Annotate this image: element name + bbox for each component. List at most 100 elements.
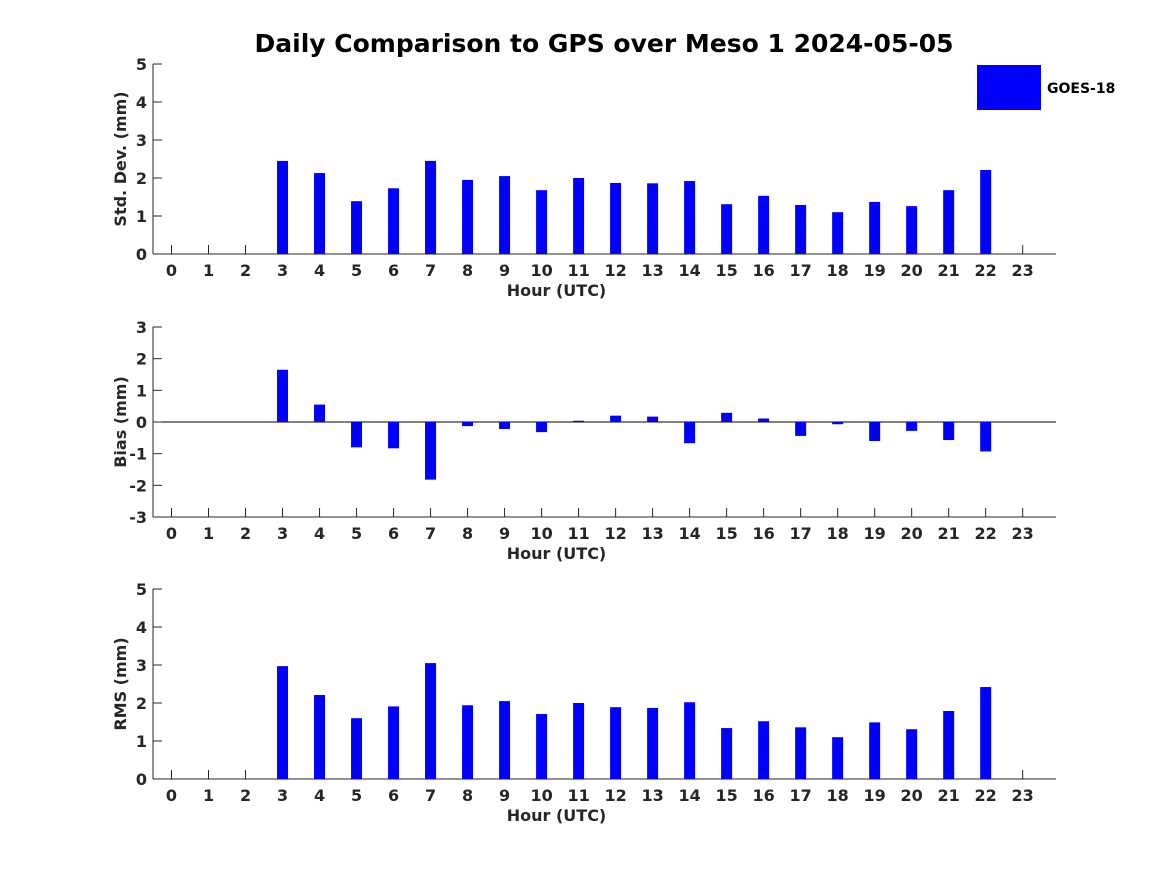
std-x-tick-label: 4 <box>314 261 325 280</box>
bias-bar-hour-19 <box>869 422 881 441</box>
rms-x-tick-label: 9 <box>499 786 510 805</box>
std-y-tick-label: 4 <box>136 93 147 112</box>
bias-x-tick-label: 5 <box>351 524 362 543</box>
bias-x-tick-label: 16 <box>753 524 775 543</box>
bias-x-tick-label: 3 <box>277 524 288 543</box>
bias-bar-hour-14 <box>684 422 696 444</box>
bias-bar-hour-22 <box>980 422 992 452</box>
rms-x-tick-label: 6 <box>388 786 399 805</box>
std-bar-hour-22 <box>980 170 992 254</box>
bias-x-tick-label: 18 <box>827 524 849 543</box>
rms-y-tick-label: 0 <box>136 770 147 789</box>
std-x-tick-label: 18 <box>827 261 849 280</box>
rms-bar-hour-6 <box>388 706 400 779</box>
std-bar-hour-13 <box>647 183 659 254</box>
rms-bar-hour-4 <box>314 695 326 779</box>
bias-x-tick-label: 7 <box>425 524 436 543</box>
rms-x-tick-label: 17 <box>790 786 812 805</box>
std-y-tick-label: 1 <box>136 207 147 226</box>
rms-x-tick-label: 2 <box>240 786 251 805</box>
bias-x-tick-label: 9 <box>499 524 510 543</box>
rms-x-tick-label: 13 <box>641 786 663 805</box>
rms-y-tick-label: 2 <box>136 694 147 713</box>
bias-bar-hour-20 <box>906 422 918 431</box>
rms-bar-hour-19 <box>869 722 881 779</box>
bias-y-tick-label: -2 <box>129 476 147 495</box>
bias-x-tick-label: 11 <box>567 524 589 543</box>
std-bar-hour-18 <box>832 212 844 254</box>
std-bar-hour-4 <box>314 173 326 254</box>
rms-bar-hour-9 <box>499 701 511 779</box>
std-x-tick-label: 23 <box>1012 261 1034 280</box>
bias-x-tick-label: 0 <box>166 524 177 543</box>
rms-y-axis-label: RMS (mm) <box>111 637 130 730</box>
figure-title: Daily Comparison to GPS over Meso 1 2024… <box>255 29 954 58</box>
std-x-tick-label: 5 <box>351 261 362 280</box>
rms-bar-hour-12 <box>610 707 622 779</box>
bias-bar-hour-18 <box>832 422 844 425</box>
rms-bar-hour-5 <box>351 718 363 779</box>
rms-bar-hour-17 <box>795 727 807 779</box>
std-x-tick-label: 11 <box>567 261 589 280</box>
legend-label: GOES-18 <box>1047 81 1115 97</box>
std-x-tick-label: 14 <box>678 261 700 280</box>
std-x-tick-label: 15 <box>715 261 737 280</box>
rms-bar-hour-3 <box>277 666 289 779</box>
bias-bar-hour-8 <box>462 422 474 427</box>
rms-x-tick-label: 15 <box>715 786 737 805</box>
rms-bar-hour-14 <box>684 702 696 779</box>
bias-x-tick-label: 1 <box>203 524 214 543</box>
std-bar-hour-5 <box>351 201 363 254</box>
rms-bar-hour-7 <box>425 663 437 779</box>
rms-x-tick-label: 19 <box>864 786 886 805</box>
bias-bar-hour-3 <box>277 369 289 422</box>
std-bar-hour-9 <box>499 176 511 254</box>
std-x-tick-label: 0 <box>166 261 177 280</box>
bias-bar-hour-4 <box>314 404 326 422</box>
bias-x-axis-label: Hour (UTC) <box>507 544 607 563</box>
rms-y-tick-label: 5 <box>136 580 147 599</box>
bias-bar-hour-12 <box>610 415 622 422</box>
std-y-tick-label: 3 <box>136 131 147 150</box>
std-y-tick-label: 5 <box>136 55 147 74</box>
bias-x-tick-label: 14 <box>678 524 700 543</box>
std-y-tick-label: 0 <box>136 245 147 264</box>
bias-y-tick-label: 1 <box>136 381 147 400</box>
std-bar-hour-20 <box>906 206 918 254</box>
std-bar-hour-3 <box>277 160 289 254</box>
std-bar-hour-17 <box>795 204 807 254</box>
bias-x-tick-label: 8 <box>462 524 473 543</box>
std-x-tick-label: 6 <box>388 261 399 280</box>
rms-x-tick-label: 3 <box>277 786 288 805</box>
rms-bar-hour-10 <box>536 714 548 779</box>
std-x-tick-label: 10 <box>530 261 552 280</box>
std-bar-hour-15 <box>721 204 733 254</box>
std-bar-hour-7 <box>425 160 437 254</box>
std-bar-hour-21 <box>943 190 955 254</box>
bias-x-tick-label: 12 <box>604 524 626 543</box>
std-x-tick-label: 1 <box>203 261 214 280</box>
rms-x-tick-label: 23 <box>1012 786 1034 805</box>
rms-x-tick-label: 16 <box>753 786 775 805</box>
std-x-tick-label: 8 <box>462 261 473 280</box>
rms-y-tick-label: 4 <box>136 618 147 637</box>
bias-bar-hour-6 <box>388 422 400 449</box>
bias-x-tick-label: 4 <box>314 524 325 543</box>
bias-bar-hour-21 <box>943 422 955 441</box>
rms-x-tick-label: 8 <box>462 786 473 805</box>
bias-y-tick-label: -3 <box>129 508 147 527</box>
bias-bar-hour-11 <box>573 420 585 422</box>
bias-x-tick-label: 2 <box>240 524 251 543</box>
bias-x-tick-label: 23 <box>1012 524 1034 543</box>
rms-x-tick-label: 10 <box>530 786 552 805</box>
std-bar-hour-12 <box>610 182 622 254</box>
bias-x-tick-label: 22 <box>975 524 997 543</box>
bias-bar-hour-13 <box>647 416 659 422</box>
std-bar-hour-6 <box>388 188 400 254</box>
bias-x-tick-label: 10 <box>530 524 552 543</box>
rms-x-tick-label: 20 <box>901 786 923 805</box>
